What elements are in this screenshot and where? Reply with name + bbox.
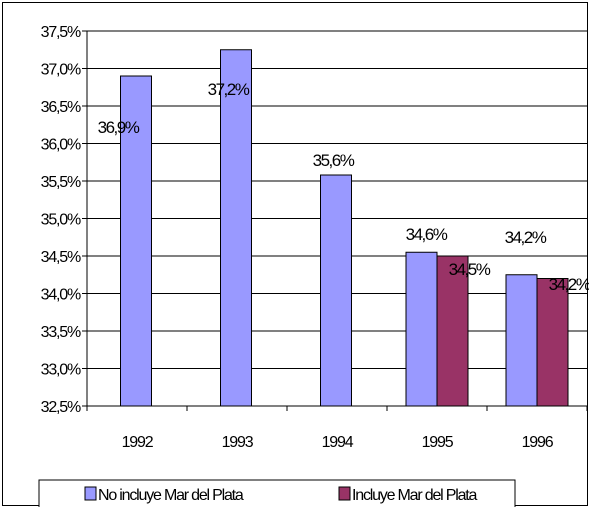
bar-no-incluye-1994 (320, 174, 352, 407)
data-label: 34,2% (549, 275, 589, 294)
legend-label: No incluye Mar del Plata (98, 487, 244, 504)
legend-swatch (84, 486, 97, 501)
data-label: 34,5% (449, 260, 491, 279)
x-tick-label: 1995 (422, 434, 454, 451)
x-tick-label: 1993 (222, 434, 254, 451)
bar-no-incluye-1993 (220, 49, 252, 407)
data-label: 34,2% (505, 228, 547, 247)
legend-swatch (338, 486, 351, 501)
y-tick-label: 34,5% (41, 249, 81, 266)
x-tick-label: 1994 (322, 434, 354, 451)
y-tick-label: 35,0% (41, 212, 81, 229)
bar-no-incluye-1996 (505, 274, 538, 407)
y-tick-label: 36,5% (41, 99, 81, 116)
y-tick-label: 37,0% (41, 62, 81, 79)
y-tick-label: 34,0% (41, 287, 81, 304)
legend-label: Incluye Mar del Plata (352, 487, 478, 504)
x-axis: 1992 1993 1994 1995 1996 (86, 405, 588, 451)
x-tick-label: 1992 (122, 434, 154, 451)
bar-no-incluye-1995 (405, 251, 438, 407)
x-tick-label: 1996 (522, 434, 554, 451)
y-tick-label: 33,0% (41, 362, 81, 379)
bar-chart: 32,5% 33,0% 33,5% 34,0% 34,5% 35,0% 35,5% 36,0%… (38, 24, 592, 509)
data-label: 35,6% (313, 151, 355, 170)
y-axis: 32,5% 33,0% 33,5% 34,0% 34,5% 35,0% 35,5% 36,0%… (41, 24, 88, 416)
data-label: 37,2% (208, 80, 250, 99)
y-tick-label: 37,5% (41, 24, 81, 41)
data-labels: 36,9% 37,2% 35,6% 34,6% 34,2% 34,5% 34,2% (98, 80, 592, 294)
y-tick-label: 36,0% (41, 137, 81, 154)
bar-incluye-1996 (536, 278, 569, 407)
legend-box (38, 479, 516, 509)
y-tick-label: 33,5% (41, 324, 81, 341)
y-tick-label: 35,5% (41, 174, 81, 191)
data-label: 34,6% (406, 225, 448, 244)
legend: No incluye Mar del Plata Incluye Mar del … (38, 479, 516, 509)
bars (120, 49, 569, 407)
y-tick-label: 32,5% (41, 399, 81, 416)
data-label: 36,9% (98, 118, 140, 137)
